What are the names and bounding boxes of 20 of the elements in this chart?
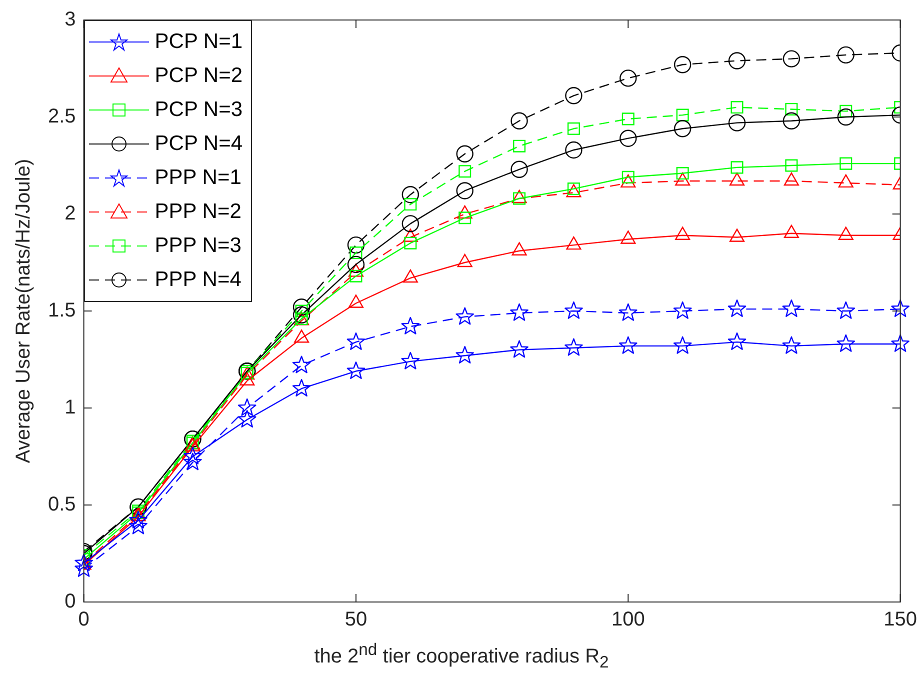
y-tick-label: 0.5 [48, 494, 76, 516]
x-tick-label: 50 [344, 608, 368, 631]
y-tick-label: 3 [64, 8, 76, 31]
legend-label: PCP N=4 [154, 132, 243, 156]
legend-label: PPP N=2 [154, 200, 242, 224]
legend-label: PPP N=4 [154, 268, 242, 292]
y-tick-label: 0 [64, 590, 76, 613]
y-axis-title: Average User Rate(nats/Hz/Joule) [12, 158, 35, 464]
x-axis-title: the 2$^{nd}$ tier cooperative radius R$_{2}$ [313, 640, 610, 673]
legend-label: PCP N=2 [154, 64, 243, 88]
y-tick-label: 2 [64, 202, 76, 225]
y-tick-label: 2.5 [48, 106, 76, 128]
x-tick-label: 100 [611, 608, 645, 631]
y-tick-label: 1.5 [48, 300, 76, 322]
legend-label: PPP N=1 [154, 166, 242, 190]
legend-label: PCP N=1 [154, 30, 243, 54]
x-tick-label: 150 [884, 608, 918, 631]
legend-label: PPP N=3 [154, 234, 242, 258]
y-tick-label: 1 [64, 396, 76, 419]
legend-label: PCP N=3 [154, 98, 243, 122]
